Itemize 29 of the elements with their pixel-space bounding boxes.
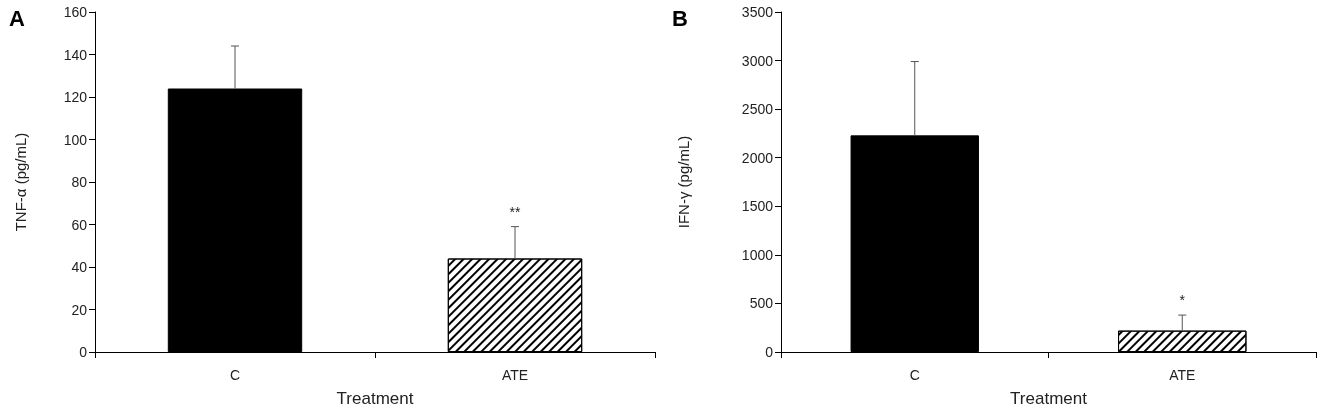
y-tick-label: 20: [71, 301, 88, 318]
y-tick-label: 80: [71, 174, 88, 190]
y-tick-label: 500: [749, 295, 774, 312]
x-axis-title: Treatment: [1010, 389, 1088, 408]
chart-title: A: [9, 5, 25, 31]
annotation: **: [509, 203, 521, 220]
y-tick-label: 140: [63, 46, 88, 63]
x-axis-title: Treatment: [336, 389, 414, 408]
y-tick-label: 1500: [741, 198, 774, 215]
chart-title: B: [672, 5, 688, 31]
y-tick-label: 1000: [741, 246, 774, 263]
y-tick-label: 2500: [741, 101, 774, 118]
y-tick-label: 40: [71, 259, 88, 275]
y-tick-label: 120: [63, 89, 88, 105]
y-tick-label: 0: [79, 344, 88, 360]
y-axis-title: TNF-α (pg/mL): [12, 132, 29, 232]
y-tick-label: 3500: [741, 4, 774, 20]
x-tick-label: C: [909, 367, 920, 383]
y-tick-label: 3000: [741, 52, 774, 69]
y-tick-label: 2000: [741, 149, 774, 166]
x-tick-label: C: [229, 367, 241, 383]
annotation: *: [1179, 292, 1186, 309]
x-tick-label: ATE: [1169, 367, 1196, 383]
y-axis-title: IFN-γ (pg/mL): [675, 135, 692, 229]
y-tick-label: 100: [63, 131, 88, 148]
y-tick-label: 160: [63, 4, 88, 20]
y-tick-label: 60: [71, 216, 88, 233]
y-tick-label: 0: [765, 344, 774, 360]
x-tick-label: ATE: [501, 367, 529, 383]
